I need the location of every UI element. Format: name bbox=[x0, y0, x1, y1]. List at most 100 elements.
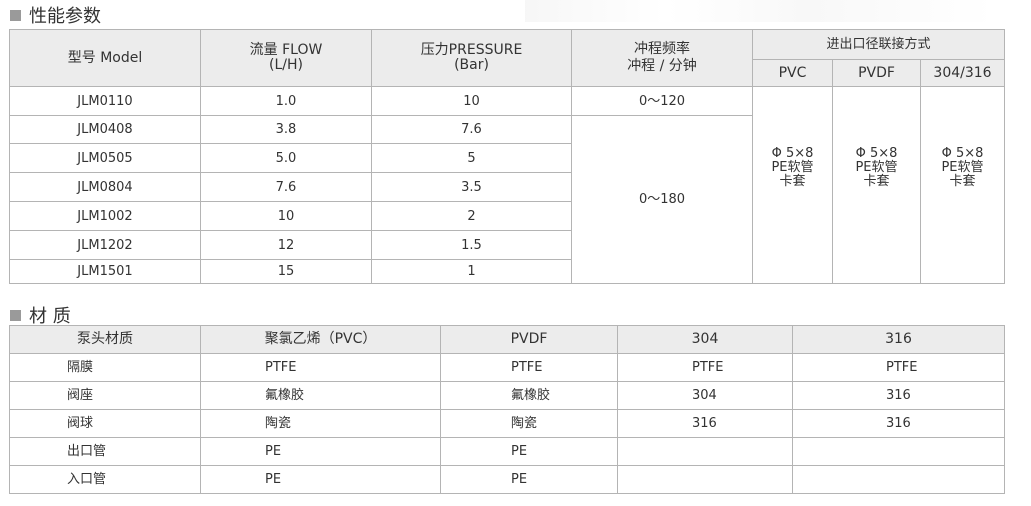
header-stroke-unit: 冲程 / 分钟 bbox=[627, 58, 697, 74]
header-stroke: 冲程频率 冲程 / 分钟 bbox=[571, 29, 753, 87]
cell-pressure: 5 bbox=[371, 143, 572, 173]
cell-pressure: 2 bbox=[371, 201, 572, 231]
conn-line2: PE软管 bbox=[941, 160, 984, 175]
header-conn-pvc: PVC bbox=[752, 59, 833, 87]
header-model: 型号 Model bbox=[9, 29, 201, 87]
cell-flow: 3.8 bbox=[200, 115, 372, 144]
table-row: 隔膜 PTFE PTFE PTFE PTFE bbox=[9, 353, 1005, 382]
cell-pvdf: 陶瓷 bbox=[440, 409, 618, 438]
cell-part: 隔膜 bbox=[9, 353, 201, 382]
cell-pvdf: PTFE bbox=[440, 353, 618, 382]
section-title-materials: 材 质 bbox=[10, 302, 71, 328]
conn-line1: Φ 5×8 bbox=[941, 146, 984, 161]
cell-pvc: PTFE bbox=[200, 353, 441, 382]
conn-line2: PE软管 bbox=[771, 160, 814, 175]
cell-316: 316 bbox=[792, 381, 1005, 410]
cell-flow: 10 bbox=[200, 201, 372, 231]
cell-pvc: PE bbox=[200, 437, 441, 466]
background-smudge bbox=[525, 0, 995, 22]
cell-model: JLM1202 bbox=[9, 230, 201, 260]
cell-model: JLM1002 bbox=[9, 201, 201, 231]
cell-part: 阀座 bbox=[9, 381, 201, 410]
cell-stroke: 0～180 bbox=[571, 115, 753, 284]
header-pressure: 压力PRESSURE (Bar) bbox=[371, 29, 572, 87]
header-conn-pvdf: PVDF bbox=[832, 59, 921, 87]
table-row: 阀球 陶瓷 陶瓷 316 316 bbox=[9, 409, 1005, 438]
header-304: 304 bbox=[617, 325, 793, 354]
header-flow-unit: (L/H) bbox=[269, 57, 303, 73]
cell-pressure: 1 bbox=[371, 259, 572, 284]
header-conn-ss: 304/316 bbox=[919, 59, 1006, 87]
cell-304: 304 bbox=[617, 381, 793, 410]
cell-pressure: 10 bbox=[371, 86, 572, 116]
conn-line3: 卡套 bbox=[949, 174, 976, 189]
cell-conn-pvdf: Φ 5×8 PE软管 卡套 bbox=[832, 86, 921, 284]
table-row: 入口管 PE PE bbox=[9, 465, 1005, 494]
table-row: JLM0408 3.8 7.6 0～180 bbox=[9, 115, 1005, 284]
square-bullet-icon bbox=[10, 9, 21, 21]
section-title-text: 性能参数 bbox=[29, 6, 101, 27]
cell-model: JLM0804 bbox=[9, 172, 201, 202]
cell-conn-pvc: Φ 5×8 PE软管 卡套 bbox=[752, 86, 833, 284]
header-pvdf: PVDF bbox=[440, 325, 618, 354]
table-row: JLM0804 7.6 3.5 bbox=[9, 172, 1005, 202]
conn-line3: 卡套 bbox=[863, 174, 890, 189]
cell-model: JLM0110 bbox=[9, 86, 201, 116]
cell-pvdf: 氟橡胶 bbox=[440, 381, 618, 410]
cell-304 bbox=[617, 437, 793, 466]
header-316: 316 bbox=[792, 325, 1005, 354]
cell-part: 入口管 bbox=[9, 465, 201, 494]
cell-pvc: PE bbox=[200, 465, 441, 494]
cell-part: 阀球 bbox=[9, 409, 201, 438]
header-pressure-unit: (Bar) bbox=[454, 57, 489, 73]
cell-316 bbox=[792, 465, 1005, 494]
header-pressure-label: 压力PRESSURE bbox=[420, 42, 523, 58]
cell-304: 316 bbox=[617, 409, 793, 438]
cell-pressure: 7.6 bbox=[371, 115, 572, 144]
cell-316: PTFE bbox=[792, 353, 1005, 382]
header-stroke-label: 冲程频率 bbox=[634, 41, 690, 57]
cell-pressure: 3.5 bbox=[371, 172, 572, 202]
cell-flow: 5.0 bbox=[200, 143, 372, 173]
table-row: JLM0110 1.0 10 0～120 Φ 5×8 PE软管 卡套 Φ 5×8 PE… bbox=[9, 86, 1006, 284]
table-row: JLM0505 5.0 5 bbox=[9, 143, 1005, 173]
cell-model: JLM0505 bbox=[9, 143, 201, 173]
cell-304 bbox=[617, 465, 793, 494]
materials-table: 泵头材质 聚氯乙烯（PVC） PVDF 304 316 隔膜 PTFE PTFE PT… bbox=[9, 325, 1005, 494]
header-flow: 流量 FLOW (L/H) bbox=[200, 29, 372, 87]
conn-line3: 卡套 bbox=[779, 174, 806, 189]
table-row: 出口管 PE PE bbox=[9, 437, 1005, 466]
cell-flow: 15 bbox=[200, 259, 372, 284]
table-row: JLM1202 12 1.5 bbox=[9, 230, 1005, 260]
table-row: JLM1002 10 2 bbox=[9, 201, 1005, 231]
cell-conn-ss: Φ 5×8 PE软管 卡套 bbox=[919, 86, 1006, 284]
cell-pvdf: PE bbox=[440, 465, 618, 494]
section-title-text: 材 质 bbox=[29, 306, 71, 327]
cell-pressure: 1.5 bbox=[371, 230, 572, 260]
cell-pvc: 陶瓷 bbox=[200, 409, 441, 438]
cell-316 bbox=[792, 437, 1005, 466]
cell-flow: 12 bbox=[200, 230, 372, 260]
conn-line1: Φ 5×8 bbox=[771, 146, 814, 161]
conn-line1: Φ 5×8 bbox=[855, 146, 898, 161]
conn-line2: PE软管 bbox=[855, 160, 898, 175]
cell-model: JLM0408 bbox=[9, 115, 201, 144]
header-pvc: 聚氯乙烯（PVC） bbox=[200, 325, 441, 354]
table-row: 阀座 氟橡胶 氟橡胶 304 316 bbox=[9, 381, 1005, 410]
square-bullet-icon bbox=[10, 309, 21, 321]
header-pump-head: 泵头材质 bbox=[9, 325, 201, 354]
cell-pvc: 氟橡胶 bbox=[200, 381, 441, 410]
cell-flow: 1.0 bbox=[200, 86, 372, 116]
cell-316: 316 bbox=[792, 409, 1005, 438]
header-flow-label: 流量 FLOW bbox=[249, 42, 323, 58]
cell-304: PTFE bbox=[617, 353, 793, 382]
section-title-performance: 性能参数 bbox=[10, 2, 101, 28]
cell-pvdf: PE bbox=[440, 437, 618, 466]
cell-part: 出口管 bbox=[9, 437, 201, 466]
cell-stroke: 0～120 bbox=[571, 86, 753, 116]
cell-model: JLM1501 bbox=[9, 259, 201, 284]
performance-table: 型号 Model 流量 FLOW (L/H) 压力PRESSURE (Bar) 冲程… bbox=[9, 29, 1006, 284]
table-row: JLM1501 15 1 bbox=[9, 259, 1005, 284]
cell-flow: 7.6 bbox=[200, 172, 372, 202]
header-connection: 进出口径联接方式 bbox=[751, 29, 1006, 60]
